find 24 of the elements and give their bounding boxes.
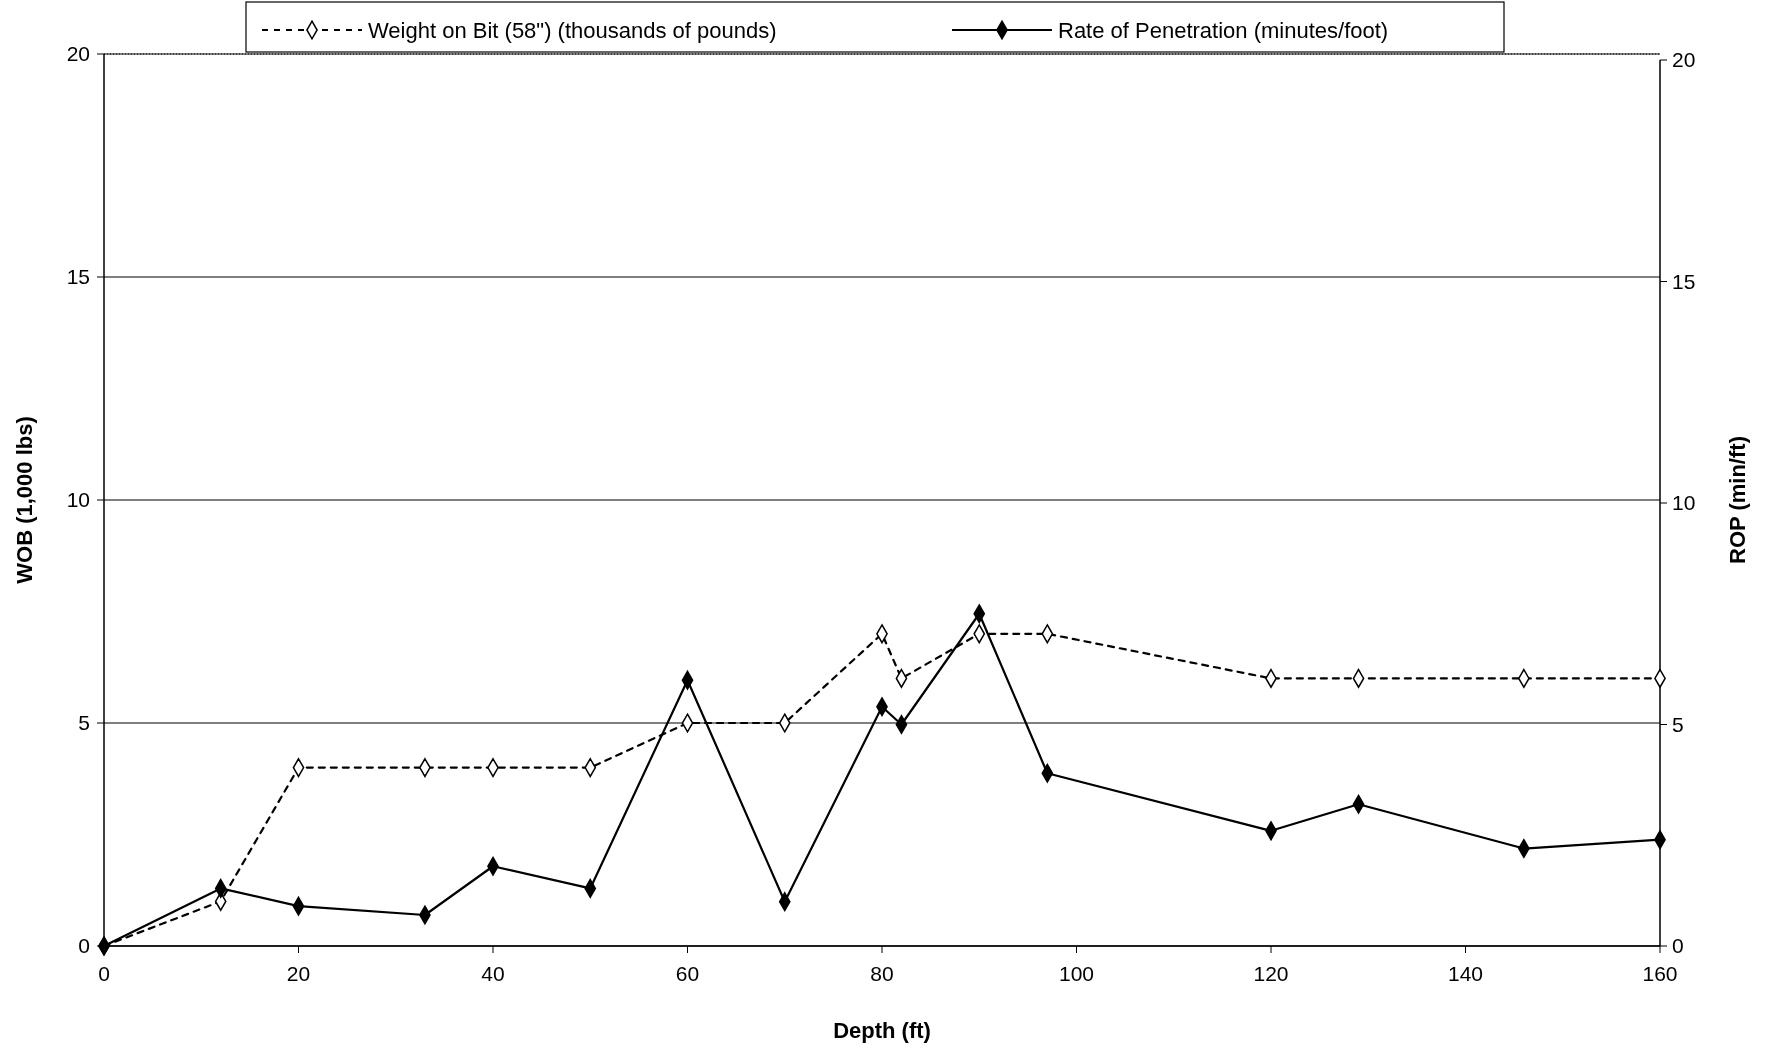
x-axis-title: Depth (ft) (833, 1018, 931, 1043)
y2-tick-label: 5 (1672, 712, 1684, 736)
x-tick-label: 80 (870, 962, 894, 985)
y2-tick-label: 0 (1672, 934, 1684, 958)
legend-label: Weight on Bit (58") (thousands of pounds) (368, 17, 777, 43)
y-tick-label: 20 (66, 42, 90, 66)
y-tick-label: 10 (66, 488, 90, 512)
y2-tick-label: 20 (1672, 48, 1696, 72)
x-tick-label: 40 (481, 962, 505, 985)
legend-label: Rate of Penetration (minutes/foot) (1058, 17, 1389, 43)
y-tick-label: 15 (66, 265, 90, 289)
x-tick-label: 60 (675, 962, 700, 985)
x-tick-label: 20 (286, 962, 311, 985)
y2-tick-label: 15 (1672, 269, 1696, 293)
x-tick-label: 120 (1253, 962, 1289, 985)
x-tick-label: 140 (1447, 962, 1484, 985)
x-tick-label: 160 (1642, 962, 1678, 985)
y-axis-title: WOB (1,000 lbs) (12, 416, 37, 584)
y-tick-label: 0 (78, 934, 90, 958)
y-tick-label: 5 (78, 711, 90, 735)
x-tick-label: 100 (1058, 962, 1095, 985)
x-tick-label: 0 (98, 962, 110, 985)
y2-tick-label: 10 (1672, 491, 1696, 515)
y2-axis-title: ROP (min/ft) (1725, 436, 1750, 564)
